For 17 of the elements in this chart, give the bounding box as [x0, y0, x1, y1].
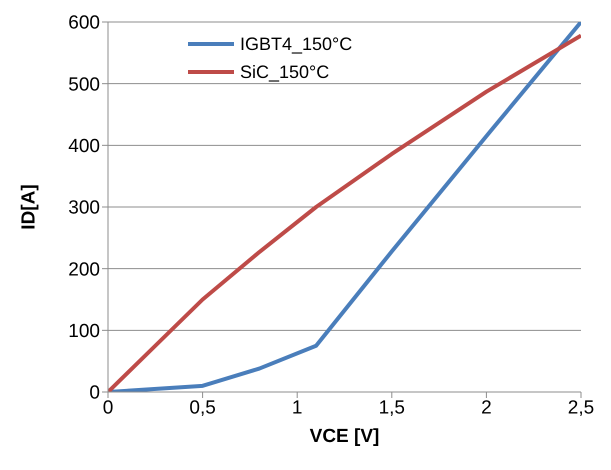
y-tick-label: 600 — [68, 12, 100, 34]
x-tick-label: 0,5 — [189, 397, 216, 418]
y-tick-label: 500 — [68, 74, 100, 96]
y-tick-label: 400 — [68, 136, 100, 158]
x-tick-label: 1,5 — [378, 397, 406, 418]
x-tick-label: 0 — [102, 397, 114, 418]
x-tick-label: 1 — [292, 397, 302, 418]
x-tick-label: 2,5 — [568, 397, 594, 418]
y-tick-label: 300 — [68, 198, 100, 219]
x-tick-label: 2 — [481, 397, 492, 418]
x-axis-title: VCE [V] — [310, 426, 380, 447]
y-tick-label: 0 — [89, 382, 100, 404]
y-axis-title: ID[A] — [18, 184, 40, 230]
legend-label: SiC_150°C — [240, 61, 330, 84]
legend-label: IGBT4_150°C — [240, 33, 352, 56]
y-tick-label: 100 — [68, 321, 100, 342]
y-tick-label: 200 — [68, 259, 100, 280]
